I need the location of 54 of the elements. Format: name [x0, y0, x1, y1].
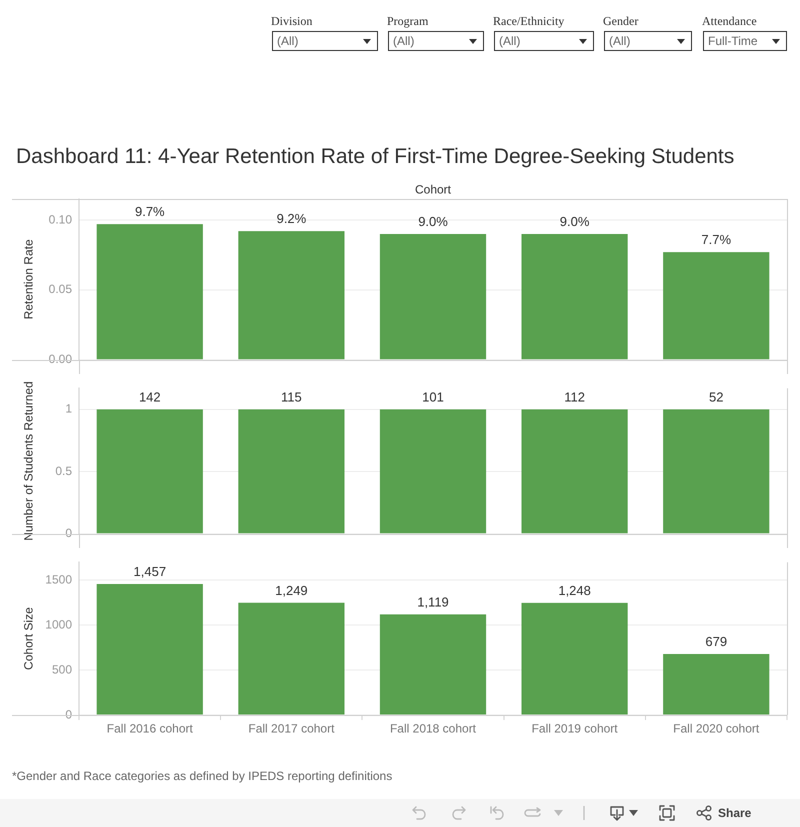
- data-label: 9.2%: [276, 211, 307, 226]
- bar: [522, 234, 628, 360]
- chart-title: Dashboard 11: 4-Year Retention Rate of First-Time Degree-Seeking Students: [16, 145, 734, 169]
- x-axis-title: Cohort: [414, 182, 452, 197]
- text: Race/Ethnicity: [493, 14, 564, 28]
- x-tick-label: Fall 2020 cohort: [673, 722, 760, 736]
- y-axis-title: Cohort Size: [22, 606, 36, 670]
- text: Program: [387, 14, 428, 28]
- bar: [96, 584, 203, 714]
- y-axis-title: Retention Rate: [22, 239, 36, 320]
- annotation: 52: [708, 389, 724, 404]
- y-tick-label: 1000: [45, 617, 72, 632]
- bar: [96, 224, 203, 360]
- x-tick-label: Fall 2017 cohort: [248, 722, 336, 736]
- data-label: 1,248: [558, 582, 591, 598]
- dropdown-field: (All): [604, 31, 692, 51]
- y-tick-label: 500: [52, 662, 72, 676]
- annotation: 101: [422, 389, 444, 404]
- bar: [380, 614, 486, 714]
- data-label: 9.0%: [560, 214, 590, 230]
- dropdown-field: (All): [494, 31, 594, 51]
- text: Share: [718, 806, 752, 820]
- text: Gender: [603, 14, 638, 28]
- annotation: 115: [281, 389, 302, 404]
- data-label: 9.7%: [134, 204, 166, 220]
- bar: [380, 234, 486, 360]
- dropdown-field: Full-Time: [703, 31, 787, 51]
- dropdown-field: (All): [272, 31, 378, 51]
- annotation: 142: [138, 389, 161, 404]
- x-tick-label: Fall 2016 cohort: [106, 722, 194, 736]
- y-tick-label: 0.10: [48, 212, 72, 226]
- data-label: 1,457: [134, 564, 166, 580]
- data-label: 7.7%: [701, 232, 732, 248]
- text: Attendance: [702, 14, 757, 28]
- x-tick-label: Fall 2018 cohort: [390, 722, 477, 736]
- bar: [238, 602, 344, 714]
- y-tick-label: 1500: [45, 572, 72, 586]
- bar: [663, 252, 770, 360]
- y-axis-title: Number of Students Returned: [22, 381, 36, 541]
- y-tick-label: 0.5: [55, 464, 72, 478]
- data-label: 1,249: [275, 582, 308, 598]
- y-tick-label: 1: [65, 402, 72, 416]
- x-tick-label: Fall 2019 cohort: [532, 722, 618, 736]
- bar: [238, 231, 344, 360]
- y-tick-label: 0.05: [48, 282, 72, 296]
- annotation: 112: [564, 389, 585, 404]
- data-label: 9.0%: [418, 214, 448, 230]
- data-label: 679: [705, 634, 728, 650]
- bar: [522, 602, 628, 714]
- text: Division: [271, 14, 312, 28]
- bar: [663, 654, 770, 714]
- text: *Gender and Race categories as defined by IPEDS reporting definitions: [12, 769, 392, 783]
- data-label: 1,119: [417, 594, 449, 610]
- dropdown-field: (All): [388, 31, 484, 51]
